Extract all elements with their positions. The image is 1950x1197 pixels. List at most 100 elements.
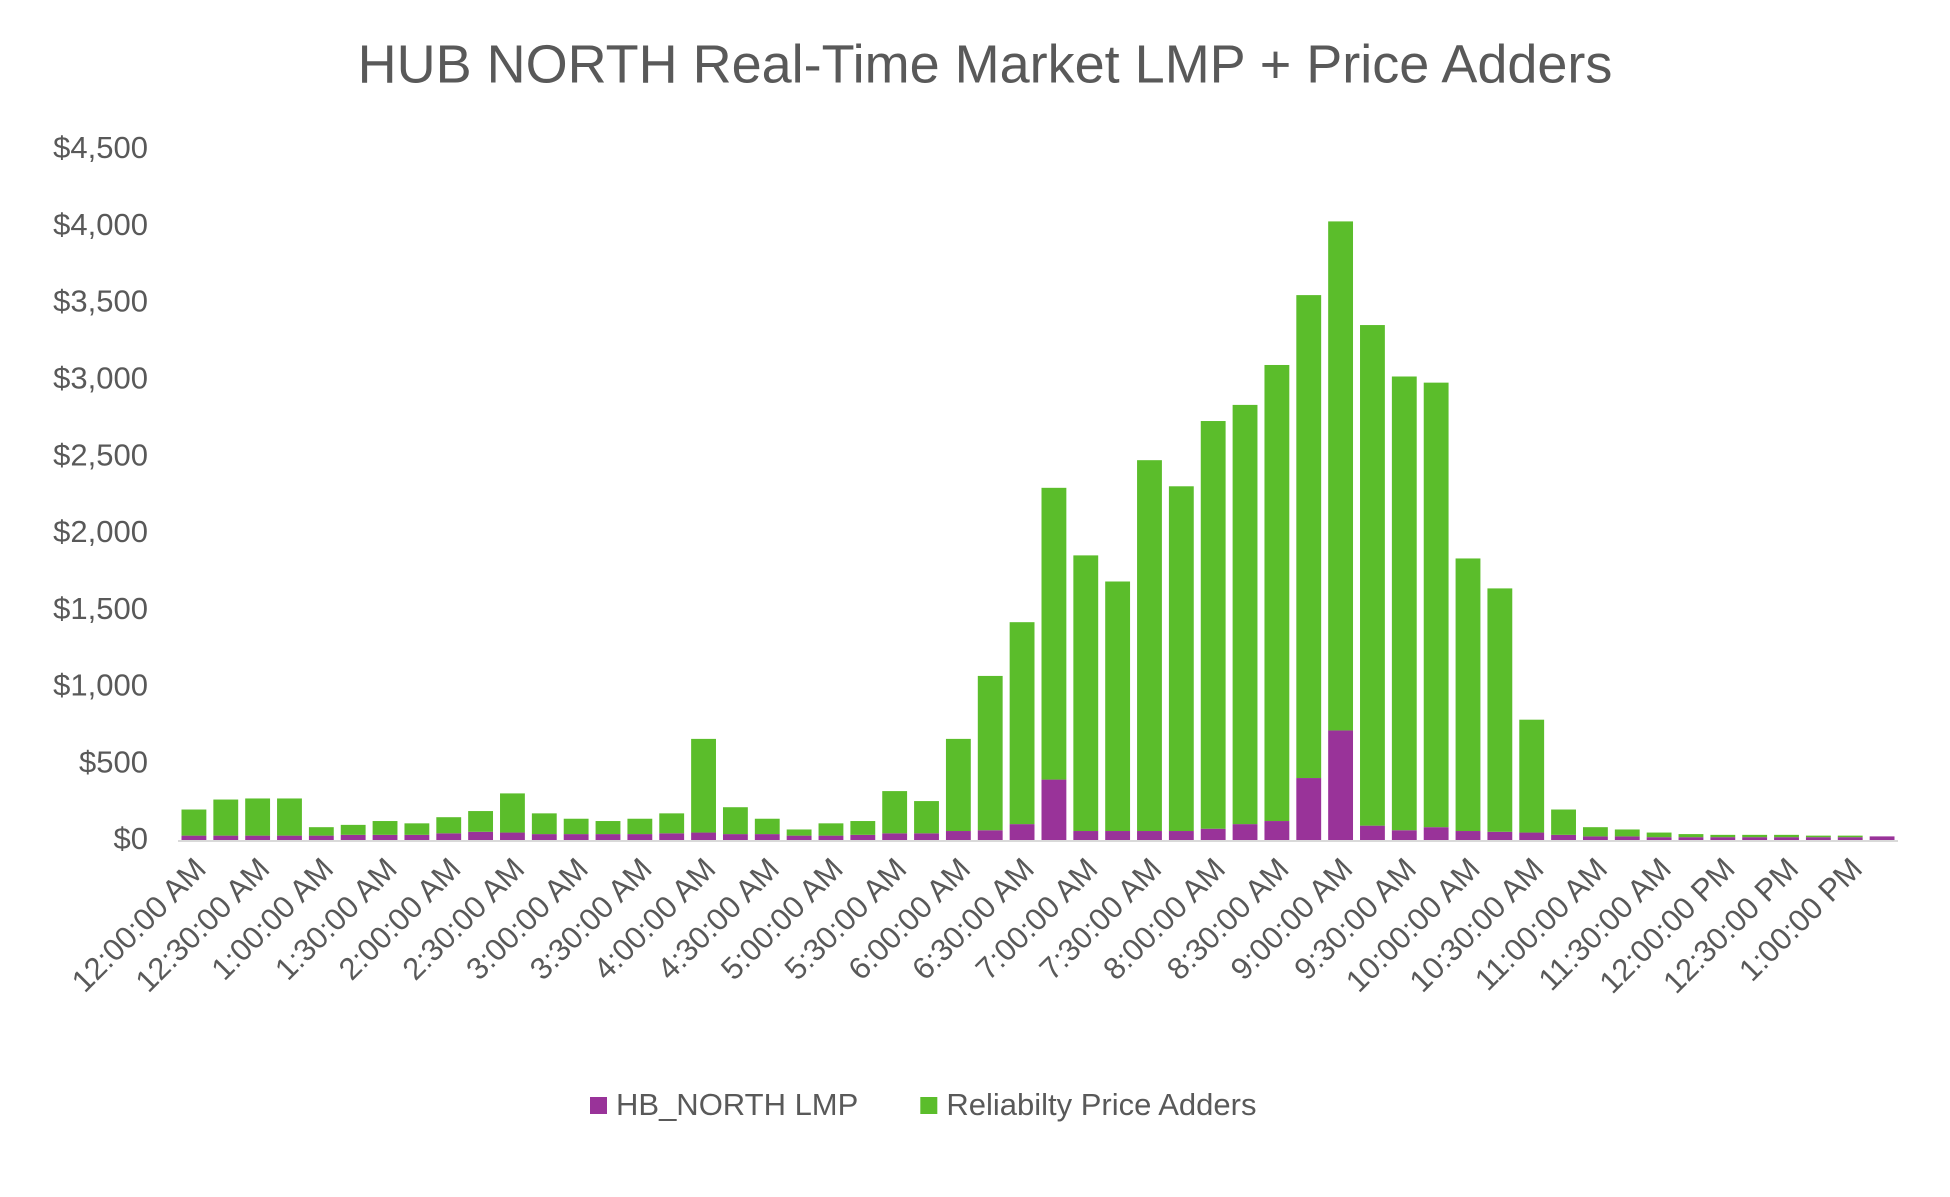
legend-swatch (590, 1097, 607, 1114)
bar-segment (1805, 835, 1831, 838)
bar-segment (563, 834, 589, 841)
bar-segment (1264, 364, 1290, 822)
bar-segment (1073, 831, 1099, 841)
bar-segment (436, 833, 462, 841)
bar-segment (691, 738, 716, 833)
bar-segment (977, 675, 1003, 831)
bar-segment (691, 832, 716, 841)
bar-segment (1041, 487, 1067, 780)
bar-segment (372, 821, 398, 835)
bar-segment (595, 821, 621, 835)
bar-segment (1360, 325, 1385, 826)
bar-segment (1232, 404, 1258, 825)
bar-segment (1678, 837, 1704, 841)
bar-segment (1614, 836, 1640, 841)
y-tick-label: $2,000 (53, 514, 148, 549)
y-tick-label: $500 (79, 744, 148, 779)
bar-segment (627, 818, 653, 835)
bar-segment (1105, 581, 1131, 832)
bar-segment (1009, 824, 1035, 841)
y-tick-label: $3,500 (53, 284, 148, 319)
bar-segment (1296, 778, 1322, 841)
bar-segment (1041, 779, 1067, 841)
chart-title: HUB NORTH Real-Time Market LMP + Price A… (358, 34, 1613, 94)
bar-segment (754, 834, 780, 841)
bar-segment (1614, 829, 1640, 837)
bar-segment (531, 834, 557, 841)
bar-segment (1168, 831, 1194, 841)
bar-segment (1009, 622, 1035, 825)
bar-segment (308, 835, 334, 841)
bar-segment (914, 833, 939, 841)
bar-segment (1519, 832, 1545, 841)
bar-segment (340, 824, 366, 835)
bar-segment (277, 798, 302, 836)
bar-segment (1232, 824, 1258, 841)
bar-segment (500, 793, 525, 833)
y-tick-label: $4,500 (53, 130, 148, 165)
bar-segment (1837, 837, 1863, 841)
bar-segment (1073, 555, 1099, 832)
bar-segment (1296, 295, 1322, 779)
bar-segment (1423, 827, 1449, 841)
bar-segment (245, 835, 271, 841)
bar-segment (850, 834, 876, 841)
bar-segment (372, 834, 398, 841)
bar-segment (277, 835, 302, 841)
bar-segment (850, 821, 876, 835)
bar-segment (1742, 834, 1768, 838)
bar-segment (1391, 830, 1417, 841)
bar-segment (404, 834, 430, 841)
bar-segment (627, 834, 653, 841)
bar-segment (404, 823, 430, 835)
y-tick-label: $1,000 (53, 668, 148, 703)
bar-segment (1487, 831, 1513, 841)
bar-segment (595, 834, 621, 841)
bar-segment (531, 813, 557, 835)
bar-segment (500, 832, 525, 841)
bar-segment (1774, 837, 1799, 841)
y-tick-label: $2,500 (53, 437, 148, 472)
bar-segment (914, 801, 939, 834)
bar-segment (181, 835, 207, 841)
bar-segment (1710, 837, 1736, 841)
bar-segment (722, 807, 748, 835)
bar-segment (1200, 828, 1226, 841)
bar-segment (468, 831, 494, 841)
bar-segment (1423, 382, 1449, 828)
bar-segment (786, 835, 812, 841)
legend-swatch (920, 1097, 938, 1114)
bar-segment (340, 834, 366, 841)
y-tick-label: $4,000 (53, 207, 148, 242)
bar-segment (1646, 837, 1672, 841)
bar-segment (882, 833, 908, 841)
y-tick-label: $0 (114, 821, 148, 856)
bar-segment (1137, 831, 1162, 841)
bar-segment (1551, 834, 1576, 841)
bar-segment (1837, 835, 1863, 838)
bar-segment (882, 791, 908, 834)
bar-segment (308, 827, 334, 836)
y-tick-label: $3,000 (53, 361, 148, 396)
bar-segment (1200, 421, 1226, 829)
bar-segment (818, 823, 844, 836)
legend-label: HB_NORTH LMP (616, 1087, 858, 1122)
bar-segment (754, 818, 780, 835)
bar-segment (1551, 809, 1576, 835)
bar-segment (945, 831, 971, 841)
bar-segment (659, 833, 685, 841)
bar-segment (1710, 834, 1736, 838)
bar-segment (436, 817, 462, 834)
legend-label: Reliabilty Price Adders (946, 1087, 1256, 1122)
bar-segment (213, 835, 239, 841)
bar-segment (818, 835, 844, 841)
bar-segment (1455, 558, 1481, 832)
bar-segment (181, 809, 207, 836)
bar-segment (786, 829, 812, 836)
bar-segment (1360, 825, 1385, 841)
y-tick-label: $1,500 (53, 591, 148, 626)
bar-segment (659, 813, 685, 834)
bar-segment (1805, 837, 1831, 841)
